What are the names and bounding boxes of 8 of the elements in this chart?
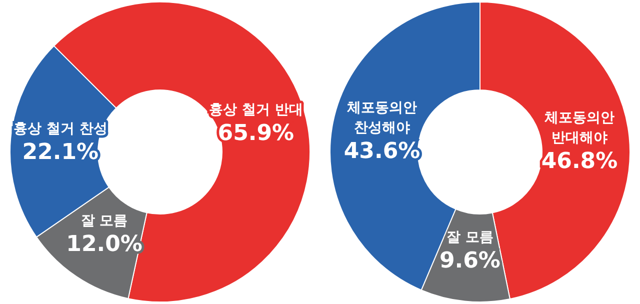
data-label: 46.8% [541,148,618,174]
slice-label: 잘 모름 [80,213,128,230]
slice-label: 흉상 철거 반대 [209,102,303,118]
data-label: 9.6% [439,248,500,274]
data-label: 65.9% [218,120,294,146]
slice-label: 잘 모름 [446,229,494,246]
slice-label: 체포동의안 반대해야 [543,110,614,146]
slice-label: 체포동의안 찬성해야 [346,100,418,136]
